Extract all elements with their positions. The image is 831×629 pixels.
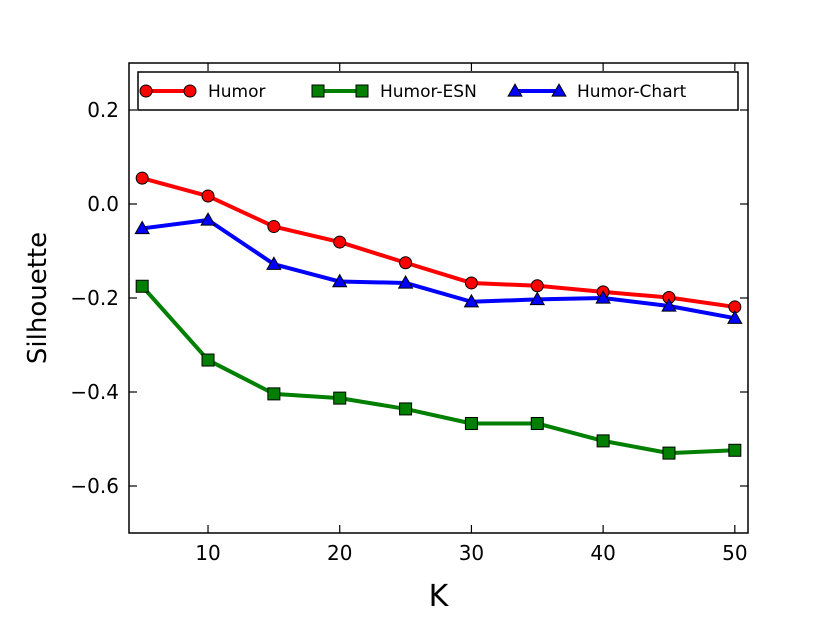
- x-tick-label: 40: [590, 541, 615, 565]
- data-point: [399, 256, 413, 270]
- data-point: [266, 256, 282, 270]
- data-point: [201, 353, 215, 367]
- legend-marker-end: [551, 83, 567, 97]
- x-tick-label: 50: [722, 541, 747, 565]
- y-tick-label: 0.0: [87, 192, 119, 216]
- data-point: [529, 291, 546, 306]
- series-layer: [134, 171, 743, 460]
- data-point: [135, 279, 149, 293]
- data-point: [267, 220, 281, 234]
- x-tick-label: 30: [459, 541, 484, 565]
- legend-marker-start: [507, 83, 523, 97]
- x-axis-title: K: [429, 579, 450, 614]
- data-point: [267, 387, 281, 401]
- data-point: [397, 275, 414, 289]
- data-point: [463, 293, 480, 308]
- data-point: [530, 416, 544, 430]
- series-line: [141, 176, 736, 309]
- data-point: [399, 402, 413, 416]
- data-point: [464, 416, 478, 430]
- data-point: [201, 189, 215, 203]
- legend-entry: Humor-Chart: [507, 82, 687, 102]
- legend-marker-start: [139, 84, 153, 98]
- data-point: [134, 220, 150, 235]
- legend-marker-start: [311, 84, 325, 98]
- data-point: [530, 279, 544, 293]
- data-point: [595, 290, 611, 304]
- legend-label: Humor-ESN: [380, 82, 477, 102]
- x-tick-label: 10: [195, 541, 220, 565]
- data-point: [464, 276, 478, 290]
- legend-box: [137, 71, 739, 111]
- y-tick-label: −0.4: [70, 380, 119, 404]
- data-point: [727, 310, 743, 324]
- data-point: [331, 273, 348, 288]
- series-humor-esn: [135, 279, 742, 460]
- series-line: [140, 284, 735, 456]
- legend-label: Humor: [208, 82, 266, 102]
- legend: Humor Humor-ESN Humor-Chart: [137, 71, 739, 111]
- data-point: [728, 443, 742, 457]
- y-tick-label: 0.2: [87, 98, 119, 122]
- legend-entry: Humor-ESN: [311, 82, 477, 102]
- y-axis-title: Silhouette: [23, 232, 53, 364]
- series-humor: [135, 171, 742, 314]
- data-point: [596, 434, 610, 448]
- legend-marker-end: [355, 84, 369, 98]
- legend-entry: Humor: [139, 82, 266, 102]
- legend-marker-end: [183, 84, 197, 98]
- data-point: [333, 235, 347, 249]
- axis-ticks: 10 20 30 40 50 0.2 0.0 −0.2 −0.4 −0.6: [70, 63, 748, 565]
- data-point: [662, 446, 676, 460]
- data-point: [135, 171, 149, 185]
- data-point: [661, 298, 677, 312]
- x-tick-label: 20: [327, 541, 352, 565]
- data-point: [200, 212, 216, 226]
- series-humor-chart: [134, 212, 743, 324]
- series-line: [141, 217, 736, 321]
- data-point: [333, 391, 347, 405]
- y-tick-label: −0.6: [70, 474, 119, 498]
- y-tick-label: −0.2: [70, 286, 119, 310]
- legend-label: Humor-Chart: [577, 82, 687, 102]
